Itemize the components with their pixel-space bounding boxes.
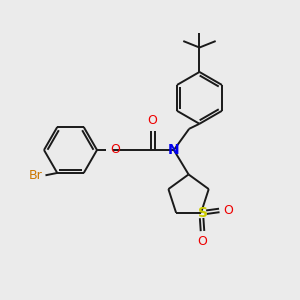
Text: O: O: [223, 204, 233, 217]
Text: O: O: [148, 114, 158, 127]
Text: S: S: [197, 206, 208, 220]
Text: Br: Br: [29, 169, 43, 182]
Text: O: O: [110, 143, 120, 157]
Text: N: N: [168, 143, 180, 157]
Text: O: O: [198, 235, 207, 248]
